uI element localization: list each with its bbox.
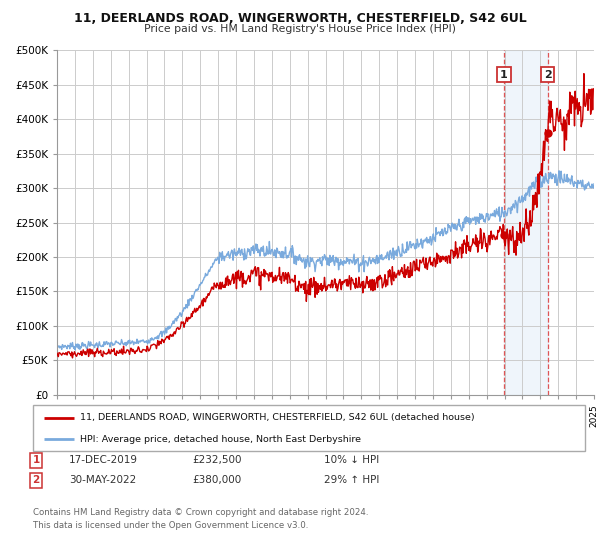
Text: 30-MAY-2022: 30-MAY-2022 [69, 475, 136, 486]
Text: Contains HM Land Registry data © Crown copyright and database right 2024.
This d: Contains HM Land Registry data © Crown c… [33, 508, 368, 530]
Text: 11, DEERLANDS ROAD, WINGERWORTH, CHESTERFIELD, S42 6UL: 11, DEERLANDS ROAD, WINGERWORTH, CHESTER… [74, 12, 526, 25]
Text: 2: 2 [32, 475, 40, 486]
Text: 2: 2 [544, 69, 551, 80]
Text: 29% ↑ HPI: 29% ↑ HPI [324, 475, 379, 486]
Text: 10% ↓ HPI: 10% ↓ HPI [324, 455, 379, 465]
Text: £232,500: £232,500 [192, 455, 241, 465]
Text: HPI: Average price, detached house, North East Derbyshire: HPI: Average price, detached house, Nort… [80, 435, 361, 444]
Bar [504, 50, 548, 395]
Text: Price paid vs. HM Land Registry's House Price Index (HPI): Price paid vs. HM Land Registry's House … [144, 24, 456, 34]
Text: £380,000: £380,000 [192, 475, 241, 486]
Text: 1: 1 [500, 69, 508, 80]
Text: 1: 1 [32, 455, 40, 465]
Text: 17-DEC-2019: 17-DEC-2019 [69, 455, 138, 465]
Text: 11, DEERLANDS ROAD, WINGERWORTH, CHESTERFIELD, S42 6UL (detached house): 11, DEERLANDS ROAD, WINGERWORTH, CHESTER… [80, 413, 475, 422]
